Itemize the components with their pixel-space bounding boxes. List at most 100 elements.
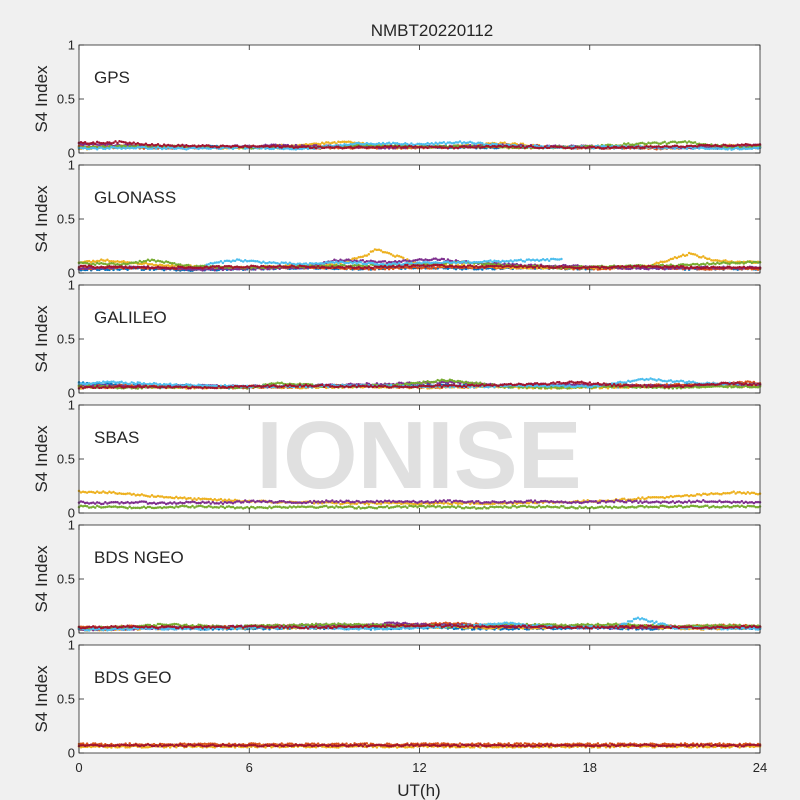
data-point <box>320 141 324 144</box>
data-point <box>347 140 350 143</box>
data-point <box>156 259 160 263</box>
data-point <box>558 146 561 149</box>
data-point <box>329 142 332 145</box>
data-point <box>213 268 217 272</box>
data-point <box>414 258 417 262</box>
y-tick-label: 0.5 <box>57 212 75 227</box>
data-point <box>560 264 563 268</box>
data-point <box>217 265 221 268</box>
data-point <box>383 144 387 148</box>
data-point <box>359 266 362 270</box>
data-point <box>655 265 658 268</box>
data-point <box>371 266 375 270</box>
data-point <box>284 265 287 269</box>
data-point <box>677 145 681 149</box>
data-point <box>677 255 681 259</box>
data-point <box>402 265 405 268</box>
data-point <box>219 260 223 263</box>
data-point <box>610 265 614 269</box>
plot-area <box>79 45 760 153</box>
data-point <box>746 260 750 263</box>
data-point <box>521 144 525 148</box>
y-tick-label: 1 <box>68 158 75 173</box>
data-point <box>655 145 658 149</box>
data-point <box>594 146 598 150</box>
y-axis-label: S4 Index <box>32 185 51 253</box>
data-point <box>383 260 387 263</box>
data-point <box>140 143 144 146</box>
data-point <box>515 142 519 146</box>
data-point <box>296 266 300 269</box>
data-point <box>631 266 634 269</box>
data-point <box>450 145 454 148</box>
data-point <box>292 146 296 150</box>
data-point <box>339 141 342 144</box>
data-point <box>730 148 733 151</box>
data-point <box>156 265 160 269</box>
data-point <box>671 145 675 148</box>
data-point <box>434 267 437 270</box>
data-point <box>383 264 387 268</box>
data-point <box>687 266 691 270</box>
data-point <box>681 265 685 268</box>
data-point <box>322 262 326 265</box>
data-point <box>444 142 448 146</box>
data-point <box>284 261 287 264</box>
data-point <box>406 146 409 149</box>
data-point <box>292 262 296 266</box>
data-point <box>533 146 537 149</box>
data-point <box>693 141 697 144</box>
y-tick-label: 0.5 <box>57 92 75 107</box>
data-point <box>322 265 326 269</box>
data-point <box>322 146 326 150</box>
data-point <box>535 264 539 267</box>
data-point <box>314 266 318 269</box>
data-point <box>361 259 365 262</box>
data-point <box>489 259 492 262</box>
data-point <box>353 146 356 149</box>
data-point <box>558 266 561 269</box>
panel-label: GPS <box>94 68 130 87</box>
data-point <box>736 146 739 149</box>
data-point <box>201 146 204 150</box>
data-point <box>671 257 675 260</box>
data-point <box>95 265 99 269</box>
data-point <box>663 264 666 268</box>
data-point <box>270 265 273 269</box>
data-point <box>647 268 650 271</box>
data-point <box>331 265 334 268</box>
data-point <box>724 147 727 151</box>
data-point <box>310 142 314 146</box>
data-point <box>724 261 727 265</box>
plot-area <box>79 285 760 393</box>
data-point <box>316 142 320 146</box>
data-point <box>663 260 666 264</box>
data-point <box>671 265 675 268</box>
data-point <box>624 146 628 150</box>
data-point <box>481 268 484 271</box>
data-point <box>345 146 348 149</box>
data-point <box>231 147 235 151</box>
data-point <box>738 143 741 147</box>
data-point <box>679 255 683 258</box>
data-point <box>132 141 135 144</box>
data-point <box>79 261 83 264</box>
data-point <box>513 142 517 145</box>
data-point <box>693 144 697 148</box>
data-point <box>306 144 310 148</box>
data-point <box>685 263 689 266</box>
data-point <box>337 261 340 265</box>
data-point <box>110 142 113 145</box>
data-point <box>499 141 502 144</box>
data-point <box>389 265 393 268</box>
data-point <box>655 261 658 265</box>
data-point <box>738 265 741 269</box>
data-point <box>254 265 257 268</box>
data-point <box>337 140 340 144</box>
data-point <box>442 140 446 144</box>
data-point <box>724 259 727 262</box>
data-point <box>458 140 462 143</box>
